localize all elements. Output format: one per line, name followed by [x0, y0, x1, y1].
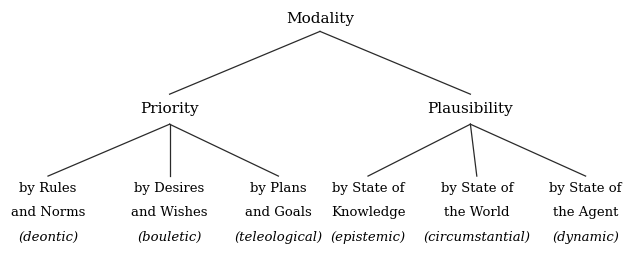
- Text: (deontic): (deontic): [18, 231, 78, 244]
- Text: by Rules: by Rules: [19, 182, 77, 195]
- Text: (teleological): (teleological): [234, 231, 323, 244]
- Text: the Agent: the Agent: [553, 206, 618, 219]
- Text: by Desires: by Desires: [134, 182, 205, 195]
- Text: Knowledge: Knowledge: [331, 206, 405, 219]
- Text: Modality: Modality: [286, 12, 354, 26]
- Text: and Goals: and Goals: [245, 206, 312, 219]
- Text: (dynamic): (dynamic): [552, 231, 619, 244]
- Text: the World: the World: [444, 206, 509, 219]
- Text: (bouletic): (bouletic): [138, 231, 202, 244]
- Text: and Norms: and Norms: [11, 206, 85, 219]
- Text: (circumstantial): (circumstantial): [423, 231, 531, 244]
- Text: by Plans: by Plans: [250, 182, 307, 195]
- Text: and Wishes: and Wishes: [131, 206, 208, 219]
- Text: by State of: by State of: [332, 182, 404, 195]
- Text: by State of: by State of: [549, 182, 622, 195]
- Text: by State of: by State of: [440, 182, 513, 195]
- Text: Plausibility: Plausibility: [428, 102, 513, 116]
- Text: (epistemic): (epistemic): [330, 231, 406, 244]
- Text: Priority: Priority: [140, 102, 199, 116]
